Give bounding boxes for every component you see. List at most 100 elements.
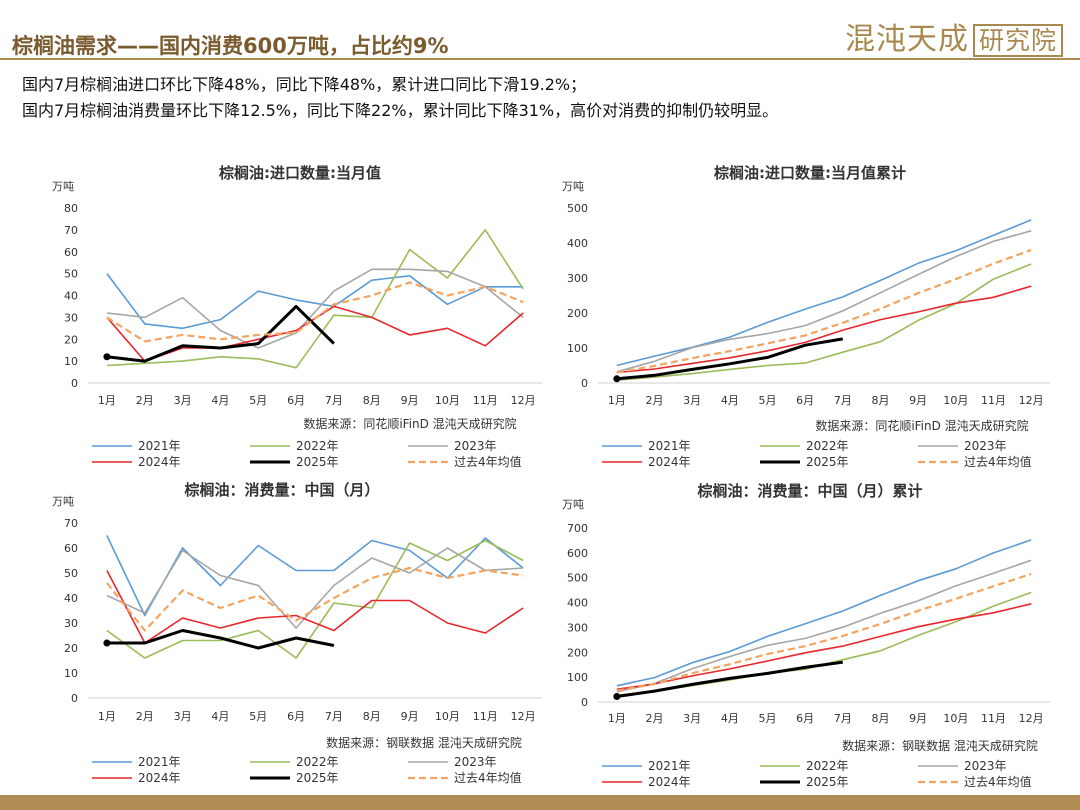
x-tick-label: 7月	[834, 712, 852, 725]
y-tick-label: 70	[64, 517, 78, 530]
x-tick-label: 12月	[511, 710, 536, 723]
x-tick-label: 1月	[98, 710, 116, 723]
y-tick-label: 400	[567, 597, 588, 610]
x-tick-label: 9月	[909, 394, 927, 407]
y-tick-label: 200	[567, 307, 588, 320]
x-tick-label: 11月	[981, 394, 1006, 407]
series-line-2022年	[616, 591, 1032, 697]
legend-label-2021年: 2021年	[138, 755, 181, 769]
x-tick-label: 4月	[721, 394, 739, 407]
legend-label-过去4年均值: 过去4年均值	[964, 454, 1032, 469]
series-line-2021年	[616, 219, 1032, 367]
y-tick-label: 0	[581, 696, 588, 709]
data-source: 数据来源：同花顺iFinD 混沌天成研究院	[815, 418, 1028, 433]
brand-logo: 混沌天成 研究院	[845, 14, 1064, 58]
series-line-2022年	[616, 263, 1032, 381]
x-tick-label: 11月	[473, 710, 498, 723]
legend-label-2021年: 2021年	[648, 439, 691, 453]
x-tick-label: 6月	[796, 394, 814, 407]
y-unit-label: 万吨	[562, 180, 584, 193]
y-tick-label: 40	[64, 592, 78, 605]
legend-label-2024年: 2024年	[648, 455, 691, 469]
x-tick-label: 2月	[646, 712, 664, 725]
x-tick-label: 10月	[943, 394, 968, 407]
data-source: 数据来源：钢联数据 混沌天成研究院	[326, 735, 522, 750]
y-tick-label: 40	[64, 290, 78, 303]
y-tick-label: 300	[567, 621, 588, 634]
summary-line-2: 国内7月棕榈油消费量环比下降12.5%，同比下降22%，累计同比下降31%，高价…	[22, 101, 779, 120]
x-tick-label: 11月	[473, 394, 498, 407]
series-line-2023年	[106, 547, 524, 629]
series-line-过去4年均值	[616, 248, 1032, 374]
chart-3: 棕榈油：消费量：中国（月） 万吨 0 10 20 30 40 50 60 70 1月 2月 3月 4月 5月…	[52, 481, 542, 785]
y-tick-label: 20	[64, 642, 78, 655]
x-tick-label: 5月	[249, 394, 267, 407]
series-line-2025年	[106, 629, 335, 650]
legend-label-过去4年均值: 过去4年均值	[964, 774, 1032, 789]
series-line-2024年	[106, 570, 524, 644]
series-line-2021年	[616, 539, 1032, 687]
series-line-2023年	[616, 559, 1032, 693]
legend-label-2024年: 2024年	[138, 455, 181, 469]
series-line-2024年	[616, 603, 1032, 691]
y-tick-label: 300	[567, 272, 588, 285]
x-tick-label: 7月	[325, 394, 343, 407]
legend-label-2025年: 2025年	[806, 455, 849, 469]
y-unit-label: 万吨	[52, 495, 74, 508]
series-line-2025年	[106, 304, 335, 363]
series-point-2025	[613, 693, 621, 701]
legend-label-过去4年均值: 过去4年均值	[454, 454, 522, 469]
y-tick-label: 50	[64, 567, 78, 580]
series-point-2025	[613, 375, 621, 383]
x-tick-label: 8月	[363, 710, 381, 723]
x-tick-label: 1月	[98, 394, 116, 407]
y-tick-label: 50	[64, 268, 78, 281]
series-line-过去4年均值	[106, 566, 524, 632]
x-tick-label: 7月	[325, 710, 343, 723]
legend-label-2023年: 2023年	[964, 759, 1007, 773]
x-tick-label: 11月	[981, 712, 1006, 725]
y-tick-label: 10	[64, 667, 78, 680]
legend-label-2022年: 2022年	[806, 439, 849, 453]
y-tick-label: 100	[567, 342, 588, 355]
x-tick-label: 9月	[401, 710, 419, 723]
x-tick-label: 12月	[511, 394, 536, 407]
x-tick-label: 1月	[608, 394, 626, 407]
series-line-2021年	[106, 273, 524, 330]
series-point-2025	[103, 353, 111, 361]
y-tick-label: 30	[64, 311, 78, 324]
y-tick-label: 60	[64, 542, 78, 555]
y-tick-label: 0	[71, 692, 78, 705]
y-tick-label: 500	[567, 202, 588, 215]
x-tick-label: 8月	[363, 394, 381, 407]
brand-logo-text: 混沌天成	[845, 22, 969, 57]
chart-title: 棕榈油：消费量：中国（月）	[184, 481, 379, 499]
footer-bar	[0, 795, 1080, 810]
series-line-2024年	[616, 285, 1032, 374]
brand-logo-box: 研究院	[973, 24, 1064, 57]
legend-label-2022年: 2022年	[806, 759, 849, 773]
series-line-2023年	[106, 268, 524, 349]
x-tick-label: 12月	[1019, 394, 1044, 407]
x-tick-label: 4月	[211, 710, 229, 723]
page-title: 棕榈油需求——国内消费600万吨，占比约9%	[12, 34, 449, 58]
y-tick-label: 600	[567, 547, 588, 560]
x-tick-label: 5月	[759, 394, 777, 407]
x-tick-label: 6月	[287, 394, 305, 407]
x-tick-label: 2月	[136, 710, 154, 723]
data-source: 数据来源：钢联数据 混沌天成研究院	[842, 738, 1038, 753]
y-unit-label: 万吨	[562, 498, 584, 511]
legend-label-2022年: 2022年	[296, 439, 339, 453]
x-tick-label: 1月	[608, 712, 626, 725]
y-tick-label: 0	[581, 377, 588, 390]
x-tick-label: 5月	[249, 710, 267, 723]
legend-label-2024年: 2024年	[648, 775, 691, 789]
series-line-2025年	[616, 660, 844, 698]
x-tick-label: 3月	[683, 394, 701, 407]
series-line-2021年	[106, 535, 524, 617]
y-tick-label: 500	[567, 572, 588, 585]
